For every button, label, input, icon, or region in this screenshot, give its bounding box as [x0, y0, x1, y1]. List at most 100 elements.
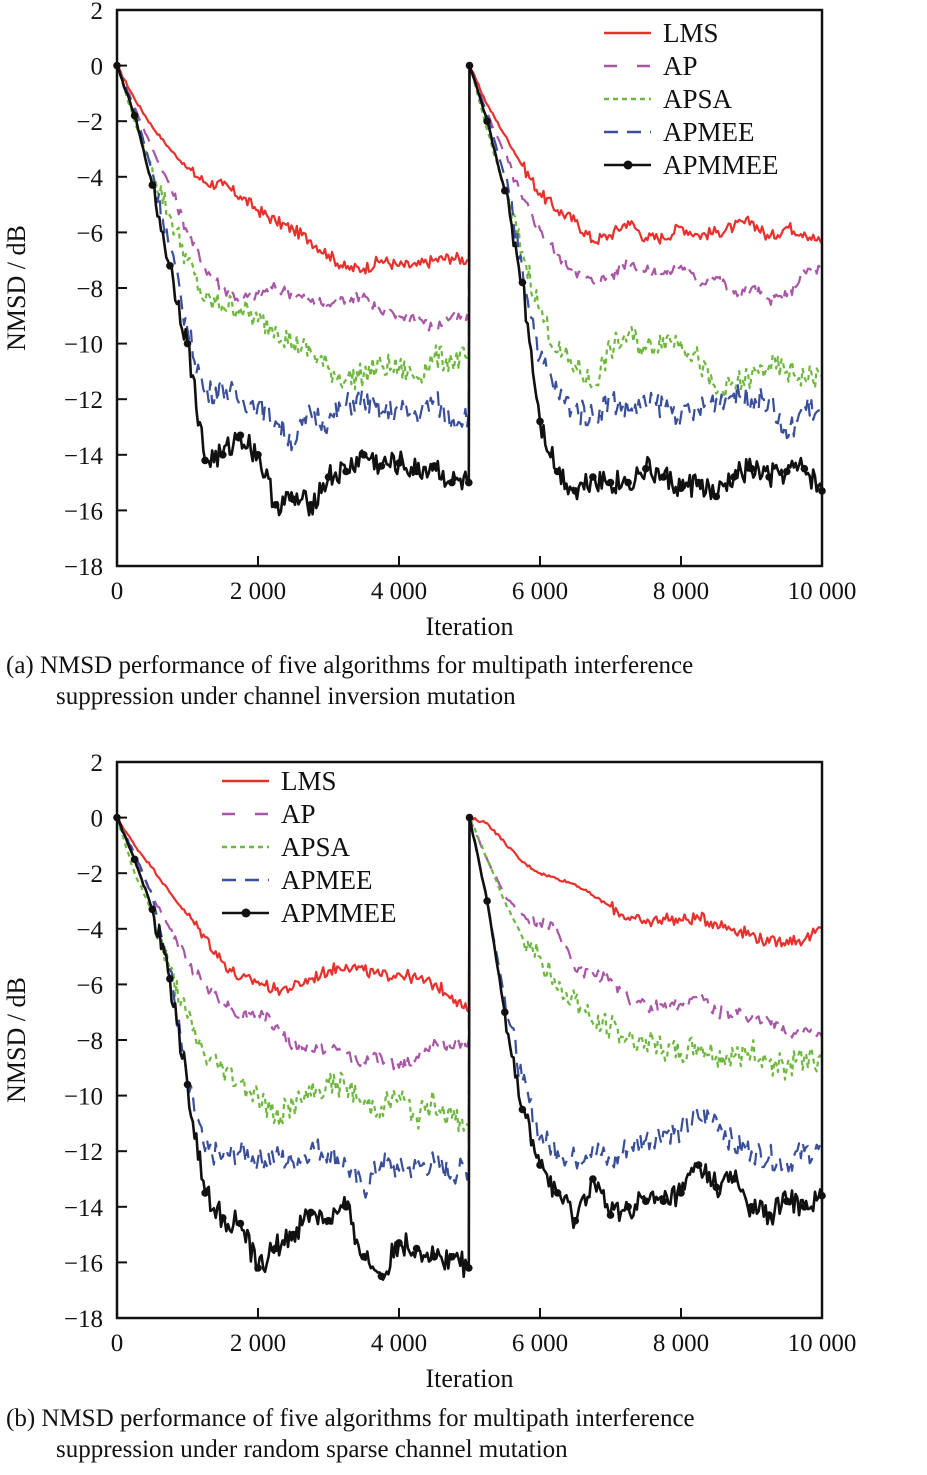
- x-tick-label: 8 000: [653, 578, 709, 605]
- data-point-marker: [501, 186, 509, 195]
- y-tick-label: −16: [64, 1250, 103, 1277]
- data-point-marker: [747, 1203, 756, 1211]
- caption-a-line2: suppression under channel inversion muta…: [56, 683, 516, 710]
- x-tick-label: 4 000: [371, 1330, 427, 1357]
- x-tick-label: 6 000: [512, 1330, 568, 1357]
- data-point-marker: [624, 1203, 632, 1211]
- caption-b-line1: (b) NMSD performance of five algorithms …: [6, 1405, 695, 1432]
- data-point-marker: [659, 1197, 668, 1205]
- chart-panel-a: 2 0 −2 −4 −6 −8 −10 −12 −14 −16 −18 0 2 000 4 000 6 00…: [2, 0, 856, 641]
- series-line-apsa: [115, 64, 824, 403]
- data-point-marker: [183, 1080, 192, 1089]
- data-point-marker: [483, 897, 491, 905]
- x-axis-label: Iteration: [425, 1364, 513, 1393]
- data-point-marker: [289, 495, 298, 504]
- data-point-marker: [783, 1197, 791, 1205]
- data-point-marker: [553, 1189, 562, 1197]
- y-tick-label: −16: [64, 498, 103, 525]
- legend-label-ap: AP: [663, 51, 698, 81]
- data-point-marker: [571, 487, 580, 495]
- x-axis-label: Iteration: [425, 612, 513, 641]
- data-point-marker: [307, 1208, 315, 1217]
- legend-label-lms: LMS: [663, 18, 719, 48]
- y-tick-label: −4: [76, 165, 103, 192]
- data-point-marker: [571, 1216, 580, 1225]
- data-point-marker: [536, 1161, 544, 1169]
- legend-label-apmee: APMEE: [663, 117, 755, 147]
- data-point-marker: [342, 467, 350, 476]
- data-point-marker: [166, 262, 174, 270]
- data-point-marker: [589, 473, 597, 481]
- x-tick-label: 2 000: [230, 578, 286, 605]
- y-tick-label: −8: [76, 276, 103, 303]
- x-tick-label: 10 000: [788, 1330, 857, 1357]
- data-point-marker: [342, 1203, 350, 1211]
- data-point-marker: [765, 1211, 773, 1219]
- y-tick-label: −18: [64, 554, 103, 581]
- data-point-marker: [377, 1272, 386, 1281]
- caption-a-line1: (a) NMSD performance of five algorithms …: [6, 652, 694, 679]
- data-point-marker: [783, 467, 791, 476]
- data-point-marker: [412, 1244, 421, 1253]
- data-point-marker: [465, 478, 473, 487]
- legend-label-ap: AP: [281, 799, 316, 829]
- data-point-marker: [694, 478, 703, 487]
- x-tick-label: 0: [111, 578, 124, 605]
- data-point-marker: [201, 1189, 209, 1197]
- data-point-marker: [659, 473, 668, 481]
- data-point-marker: [324, 473, 333, 481]
- data-point-marker: [271, 1244, 280, 1253]
- y-tick-label: −6: [76, 220, 103, 247]
- chart-panel-b: 2 0 −2 −4 −6 −8 −10 −12 −14 −16 −18 0 2 000 4 000 6 00…: [2, 750, 856, 1393]
- data-point-marker: [395, 1239, 403, 1247]
- data-point-marker: [465, 61, 474, 70]
- data-point-marker: [166, 975, 174, 983]
- y-tick-label: −10: [64, 332, 103, 359]
- y-tick-label: 2: [91, 0, 104, 25]
- data-point-marker: [148, 905, 157, 914]
- data-point-marker: [289, 1230, 298, 1239]
- data-point-marker: [606, 1211, 615, 1219]
- data-point-marker: [553, 467, 562, 476]
- data-point-marker: [589, 1175, 597, 1183]
- data-point-marker: [465, 1264, 473, 1272]
- data-point-marker: [448, 478, 456, 487]
- y-axis-label: NMSD / dB: [2, 225, 31, 351]
- legend-label-apmee: APMEE: [281, 865, 373, 895]
- data-point-marker: [219, 451, 227, 459]
- data-point-marker: [642, 1197, 650, 1205]
- y-tick-label: −14: [64, 443, 104, 470]
- data-point-marker: [800, 1203, 809, 1211]
- data-point-marker: [800, 464, 809, 473]
- data-point-marker: [130, 855, 139, 864]
- x-tick-label: 8 000: [653, 1330, 709, 1357]
- data-point-marker: [624, 478, 632, 487]
- data-point-marker: [324, 1216, 333, 1225]
- legend-label-lms: LMS: [281, 766, 337, 796]
- series-line-apmmee: [115, 816, 824, 1281]
- data-point-marker: [536, 417, 544, 426]
- y-tick-label: 0: [91, 806, 104, 833]
- y-tick-label: −12: [64, 1139, 103, 1166]
- data-point-marker: [765, 473, 773, 481]
- legend-label-apsa: APSA: [281, 832, 351, 862]
- data-point-marker: [712, 1183, 721, 1192]
- legend-marker: [623, 160, 633, 170]
- data-point-marker: [712, 492, 721, 501]
- y-axis-label: NMSD / dB: [2, 977, 31, 1103]
- y-tick-label: −2: [76, 861, 103, 888]
- series-line-apmmee: [115, 64, 824, 517]
- x-tick-label: 4 000: [371, 578, 427, 605]
- x-tick-label: 0: [111, 1330, 124, 1357]
- data-point-marker: [395, 459, 403, 467]
- data-point-marker: [254, 451, 262, 459]
- data-point-marker: [501, 1008, 509, 1016]
- data-point-marker: [430, 462, 439, 470]
- data-point-marker: [730, 473, 738, 481]
- data-point-marker: [694, 1161, 703, 1169]
- data-point-marker: [518, 278, 527, 287]
- y-tick-label: 0: [91, 54, 104, 81]
- data-point-marker: [360, 451, 368, 459]
- data-point-marker: [677, 1189, 685, 1197]
